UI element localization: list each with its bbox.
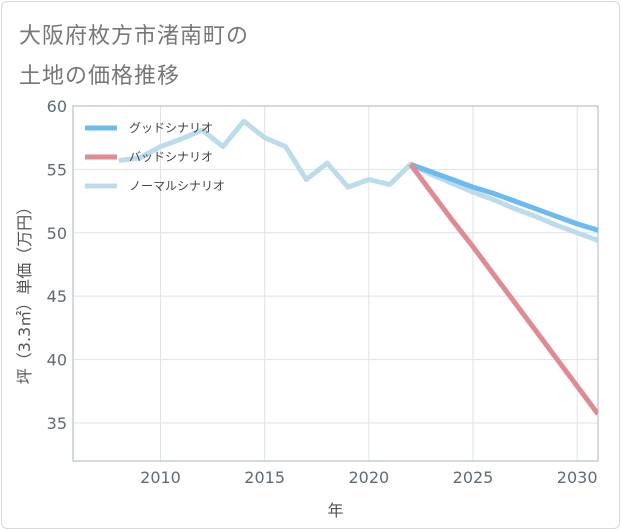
y-tick-label: 60 [47,97,67,116]
plot-frame [72,105,599,462]
x-axis-label: 年 [327,501,343,520]
legend-label: ノーマルシナリオ [129,179,225,193]
series-layer [118,118,598,416]
y-tick-label: 40 [47,351,67,370]
x-tick-label: 2020 [348,468,389,487]
tick-labels: 2010 2015 2020 2025 2030 35 40 45 50 55 60 [47,97,598,487]
x-tick-label: 2010 [140,468,181,487]
x-tick-label: 2030 [557,468,598,487]
x-tick-label: 2025 [453,468,494,487]
chart-title-line-2: 土地の価格推移 [19,64,181,89]
legend-label: バッドシナリオ [129,150,213,164]
chart-title-line-1: 大阪府枚方市渚南町の [19,24,250,49]
series-line-1 [409,161,598,233]
series-line-3 [118,118,598,243]
x-tick-label: 2015 [244,468,285,487]
y-tick-label: 50 [47,224,67,243]
y-axis-label: 坪（3.3㎡）単価（万円） [15,199,34,384]
y-tick-label: 55 [47,160,67,179]
y-tick-label: 45 [47,287,67,306]
series-line-2 [408,162,598,416]
y-tick-label: 35 [47,414,67,433]
legend-label: グッドシナリオ [129,121,213,135]
